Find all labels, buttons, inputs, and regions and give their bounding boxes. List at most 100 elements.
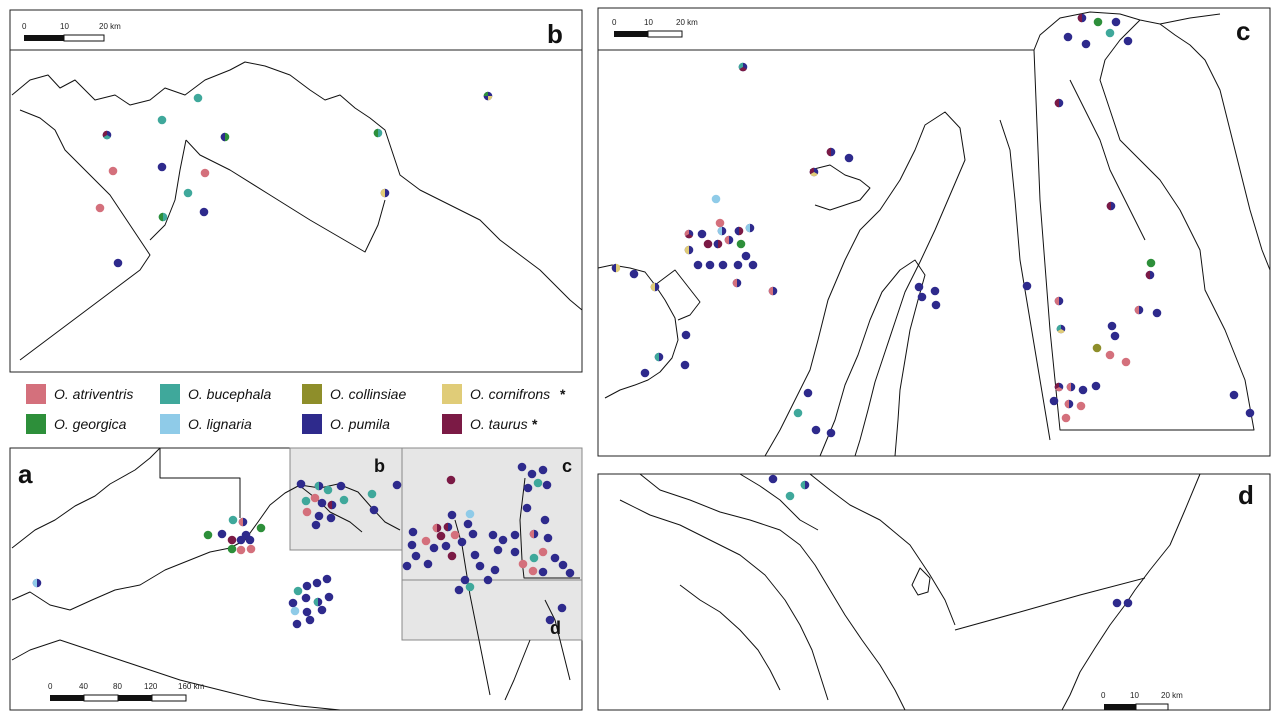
- occurrence-marker-slice: [1145, 270, 1150, 280]
- occurrence-marker: [463, 519, 473, 529]
- occurrence-marker: [741, 251, 751, 261]
- occurrence-marker: [1078, 385, 1088, 395]
- occurrence-marker: [402, 561, 412, 571]
- occurrence-marker: [914, 282, 924, 292]
- occurrence-marker-slice: [314, 481, 319, 491]
- occurrence-marker: [1245, 408, 1255, 418]
- occurrence-marker: [292, 619, 302, 629]
- occurrence-marker: [369, 505, 379, 515]
- panel-c-scalebar: 0 10 20 km: [612, 18, 698, 38]
- legend-swatch: [26, 414, 46, 434]
- occurrence-marker: [468, 529, 478, 539]
- state-border: [159, 448, 241, 518]
- occurrence-marker: [193, 93, 203, 103]
- occurrence-marker-slice: [1134, 305, 1139, 315]
- legend-swatch: [302, 384, 322, 404]
- scale-tick: 20 km: [99, 22, 121, 31]
- coastline: [654, 269, 701, 321]
- occurrence-marker-slice: [745, 223, 750, 233]
- occurrence-marker: [1022, 281, 1032, 291]
- occurrence-marker: [483, 575, 493, 585]
- legend-label: O. lignaria: [188, 416, 252, 432]
- state-border: [11, 483, 401, 611]
- occurrence-marker: [811, 425, 821, 435]
- occurrence-marker: [1076, 401, 1086, 411]
- occurrence-marker: [475, 561, 485, 571]
- occurrence-marker: [528, 566, 538, 576]
- occurrence-marker: [693, 260, 703, 270]
- legend-item: O. atriventris: [26, 384, 133, 404]
- occurrence-marker: [411, 551, 421, 561]
- occurrence-marker: [565, 568, 575, 578]
- occurrence-marker: [95, 203, 105, 213]
- bay-shoreline: [739, 473, 819, 531]
- occurrence-marker: [558, 560, 568, 570]
- occurrence-marker-slice: [650, 282, 655, 292]
- legend-label: O. pumila: [330, 416, 390, 432]
- occurrence-marker-slice: [1077, 13, 1082, 23]
- occurrence-marker: [527, 469, 537, 479]
- legend-swatch: [442, 384, 462, 404]
- occurrence-marker: [518, 559, 528, 569]
- occurrence-marker: [538, 465, 548, 475]
- occurrence-marker: [785, 491, 795, 501]
- legend-label: O. taurus: [470, 416, 528, 432]
- panel-d: d 0 10 20 km: [597, 473, 1271, 711]
- legend-item: O. lignaria: [160, 414, 252, 434]
- occurrence-marker: [640, 368, 650, 378]
- coastline: [504, 639, 531, 701]
- occurrence-marker: [826, 428, 836, 438]
- occurrence-marker-slice: [220, 132, 225, 142]
- occurrence-marker-slice: [32, 578, 37, 588]
- occurrence-marker: [490, 565, 500, 575]
- occurrence-marker-slice: [717, 226, 722, 236]
- occurrence-marker: [510, 530, 520, 540]
- occurrence-marker-slice: [102, 130, 107, 138]
- legend-item: O. pumila: [302, 414, 390, 434]
- state-border: [954, 577, 1146, 631]
- occurrence-marker-slice: [768, 286, 773, 296]
- occurrence-marker: [550, 553, 560, 563]
- occurrence-marker: [324, 592, 334, 602]
- bay-shoreline: [454, 519, 491, 696]
- occurrence-marker: [1091, 381, 1101, 391]
- legend-star: *: [560, 386, 566, 402]
- occurrence-marker: [1123, 598, 1133, 608]
- panel-label-c: c: [1236, 16, 1250, 46]
- occurrence-marker: [705, 260, 715, 270]
- occurrence-marker: [1081, 39, 1091, 49]
- bay-shoreline: [619, 499, 829, 701]
- occurrence-marker-slice: [738, 62, 743, 70]
- legend-item: O. taurus *: [442, 414, 538, 434]
- occurrence-marker: [436, 531, 446, 541]
- occurrence-marker: [457, 537, 467, 547]
- scale-tick: 40: [79, 682, 88, 691]
- occurrence-marker: [465, 509, 475, 519]
- occurrence-marker-slice: [732, 278, 737, 288]
- occurrence-marker-slice: [611, 263, 616, 273]
- bay-shoreline: [819, 259, 926, 457]
- occurrence-marker-slice: [684, 229, 689, 237]
- occurrence-marker: [305, 615, 315, 625]
- occurrence-marker: [498, 535, 508, 545]
- occurrence-marker: [317, 498, 327, 508]
- occurrence-marker: [429, 543, 439, 553]
- occurrence-marker: [199, 207, 209, 217]
- occurrence-marker: [488, 530, 498, 540]
- inset-label-c: c: [562, 456, 572, 476]
- occurrence-marker: [302, 507, 312, 517]
- border-outline: [185, 139, 386, 253]
- occurrence-marker: [493, 545, 503, 555]
- occurrence-marker: [326, 513, 336, 523]
- scale-tick: 0: [48, 682, 53, 691]
- occurrence-marker: [1123, 36, 1133, 46]
- legend-swatch: [442, 414, 462, 434]
- occurrence-marker: [540, 515, 550, 525]
- scale-tick: 20 km: [1161, 691, 1183, 700]
- occurrence-marker: [917, 292, 927, 302]
- occurrence-marker-slice: [373, 128, 378, 138]
- occurrence-marker: [1121, 357, 1131, 367]
- scale-tick: 0: [612, 18, 617, 27]
- coastline: [544, 599, 571, 681]
- state-border: [11, 447, 161, 549]
